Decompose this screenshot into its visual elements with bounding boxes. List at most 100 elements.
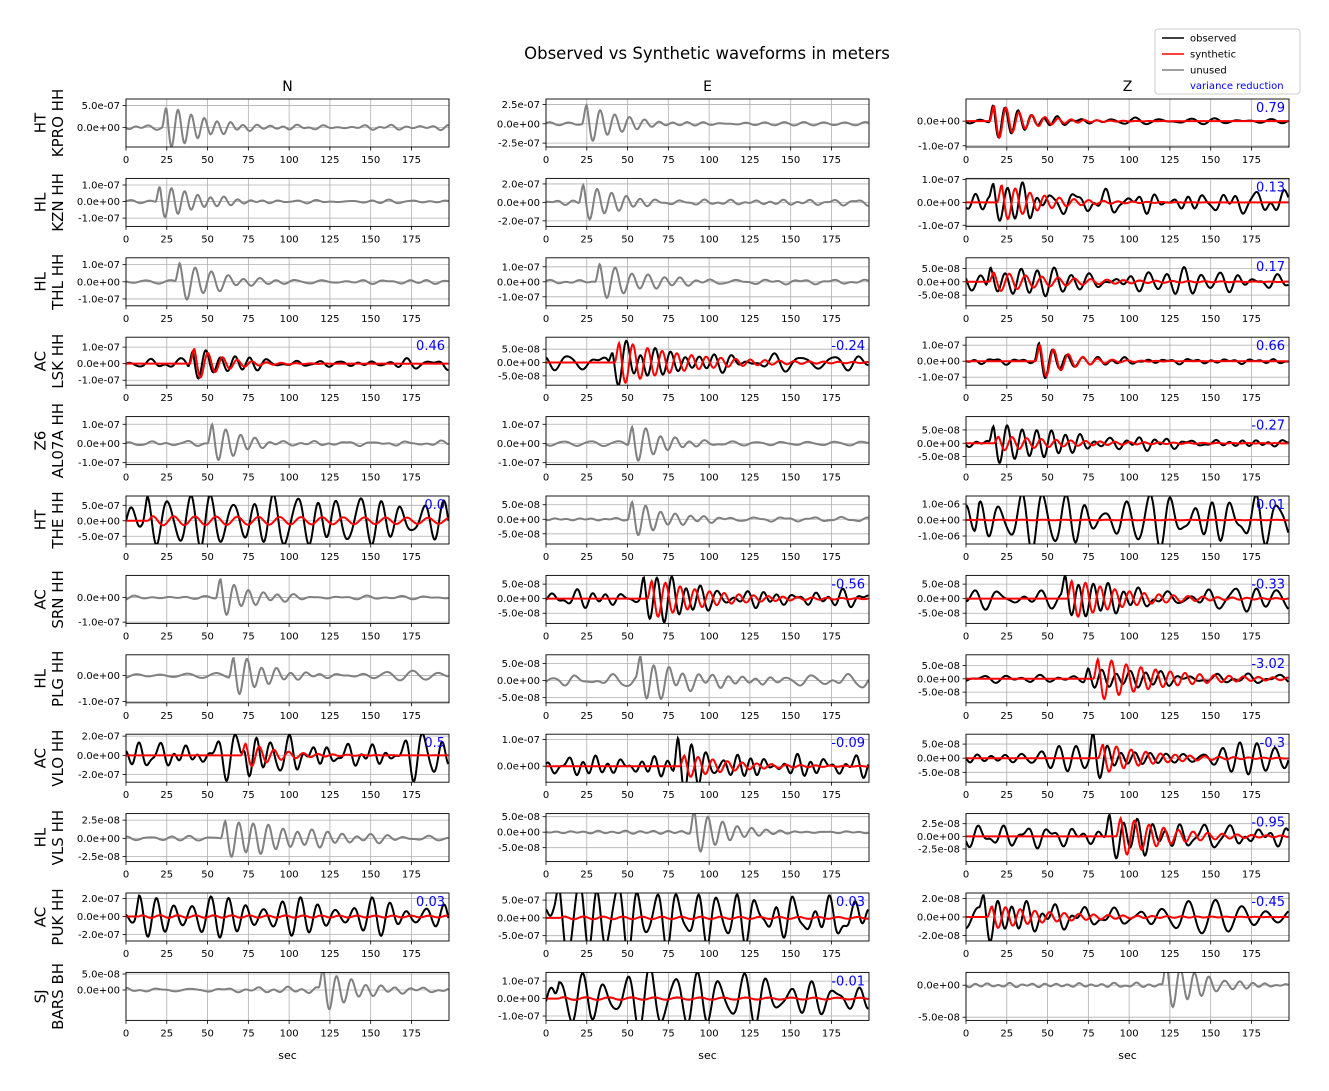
y-tick-label: 2.5e-08	[82, 816, 120, 827]
x-tick-label: 25	[580, 234, 593, 245]
y-tick-label: -5.0e-08	[918, 1013, 960, 1024]
x-tick-label: 175	[402, 473, 421, 484]
x-tick-label: 150	[361, 314, 380, 325]
x-tick-label: 75	[662, 234, 675, 245]
y-tick-label: 0.0e+00	[77, 986, 120, 997]
x-tick-label: 100	[700, 1028, 719, 1039]
unused-trace	[546, 102, 869, 143]
y-tick-label: -2.5e-08	[78, 852, 120, 863]
x-tick-label: 50	[201, 234, 214, 245]
y-tick-label: 0.0e+00	[77, 277, 120, 288]
x-tick-label: 50	[621, 790, 634, 801]
x-tick-label: 175	[402, 1028, 421, 1039]
x-tick-label: 50	[1041, 155, 1054, 166]
y-tick-label: 0.0e+00	[497, 762, 540, 773]
x-tick-label: 175	[402, 155, 421, 166]
network-code: HL	[32, 192, 50, 212]
x-tick-label: 125	[1160, 711, 1179, 722]
x-tick-label: 125	[320, 314, 339, 325]
panel-frame	[965, 177, 1290, 227]
y-tick-label: 1.0e-07	[502, 977, 540, 988]
station-code: VLS HH	[49, 810, 67, 865]
x-tick-label: 0	[963, 155, 969, 166]
x-tick-label: 25	[1000, 631, 1013, 642]
x-tick-label: 50	[621, 234, 634, 245]
unused-trace	[546, 656, 869, 700]
x-tick-label: 0	[123, 155, 129, 166]
x-tick-label: 150	[781, 711, 800, 722]
x-tick-label: 125	[740, 790, 759, 801]
x-tick-label: 25	[580, 949, 593, 960]
x-tick-label: 0	[543, 870, 549, 881]
synthetic-trace	[126, 742, 449, 768]
station-label: HLPLG HH	[32, 651, 67, 707]
column-title-e: E	[703, 79, 712, 95]
waveform-panel: 0 25 50 75 100 125 150 175 2.5e-08 0.0e+00 -2.5e-0…	[77, 813, 450, 881]
unused-trace	[126, 185, 449, 219]
y-tick-label: 5.0e-08	[922, 425, 960, 436]
x-tick-label: 125	[1160, 949, 1179, 960]
y-tick-label: 0.0e+00	[497, 594, 540, 605]
x-tick-label: 100	[700, 552, 719, 563]
x-tick-label: 75	[662, 949, 675, 960]
x-tick-label: 125	[740, 1028, 759, 1039]
x-tick-label: 25	[160, 473, 173, 484]
x-tick-label: 175	[1242, 631, 1261, 642]
x-tick-label: 175	[402, 870, 421, 881]
synthetic-trace	[966, 905, 1289, 930]
panel-frame	[125, 971, 450, 1021]
x-tick-label: 25	[1000, 1028, 1013, 1039]
station-code: LSK HH	[49, 334, 67, 389]
network-code: AC	[32, 351, 50, 371]
x-tick-label: 125	[740, 870, 759, 881]
panel-frame	[965, 813, 1290, 863]
x-tick-label: 50	[201, 473, 214, 484]
network-code: AC	[32, 907, 50, 927]
station-label: HLTHL HH	[32, 254, 67, 311]
x-tick-label: 25	[160, 790, 173, 801]
x-tick-label: 100	[1120, 393, 1139, 404]
x-tick-label: 100	[700, 790, 719, 801]
observed-trace	[546, 893, 869, 941]
variance-reduction-value: 0.01	[1256, 498, 1285, 513]
y-tick-label: 1.0e-07	[922, 175, 960, 186]
panel-frame	[545, 416, 870, 466]
x-tick-label: 125	[320, 393, 339, 404]
x-tick-label: 125	[1160, 1028, 1179, 1039]
x-tick-label: 150	[781, 234, 800, 245]
y-tick-label: -1.0e-07	[78, 294, 120, 305]
waveform-panel: 0 25 50 75 100 125 150 175 5.0e-08 0.0e+00 -5.0e-0…	[497, 336, 870, 404]
x-tick-label: 100	[700, 155, 719, 166]
x-tick-label: 100	[280, 870, 299, 881]
panel-frame	[125, 733, 450, 783]
y-tick-label: 5.0e-08	[502, 659, 540, 670]
x-tick-label: 50	[621, 552, 634, 563]
x-tick-label: 0	[963, 790, 969, 801]
x-tick-label: 25	[580, 790, 593, 801]
legend: observed synthetic unused variance reduc…	[1154, 28, 1301, 95]
x-tick-label: 150	[781, 949, 800, 960]
x-tick-label: 75	[242, 552, 255, 563]
x-tick-label: 125	[740, 155, 759, 166]
x-tick-label: 0	[123, 473, 129, 484]
x-tick-label: 25	[160, 631, 173, 642]
x-tick-label: 0	[963, 949, 969, 960]
y-tick-label: -5.0e-08	[918, 609, 960, 620]
waveform-panel: 0 25 50 75 100 125 150 175 1.0e-07 0.0e+00 -1.0e-0…	[77, 177, 450, 245]
y-tick-label: 1.0e-07	[82, 181, 120, 192]
x-tick-label: 50	[201, 949, 214, 960]
x-tick-label: 150	[1201, 631, 1220, 642]
y-tick-label: 0.0e+00	[917, 357, 960, 368]
y-tick-label: 0.0e+00	[77, 359, 120, 370]
x-tick-label: 0	[123, 711, 129, 722]
x-tick-label: 100	[700, 870, 719, 881]
waveform-panel: 0 25 50 75 100 125 150 175 0.0e+00 -1.0e-07	[77, 654, 450, 722]
synthetic-trace	[966, 815, 1289, 856]
x-tick-label: 175	[1242, 790, 1261, 801]
x-tick-label: 125	[740, 552, 759, 563]
y-tick-label: 0.0e+00	[77, 671, 120, 682]
x-tick-label: 75	[662, 631, 675, 642]
unused-trace	[126, 818, 449, 858]
y-tick-label: -2.0e-08	[918, 931, 960, 942]
x-tick-label: 25	[160, 1028, 173, 1039]
